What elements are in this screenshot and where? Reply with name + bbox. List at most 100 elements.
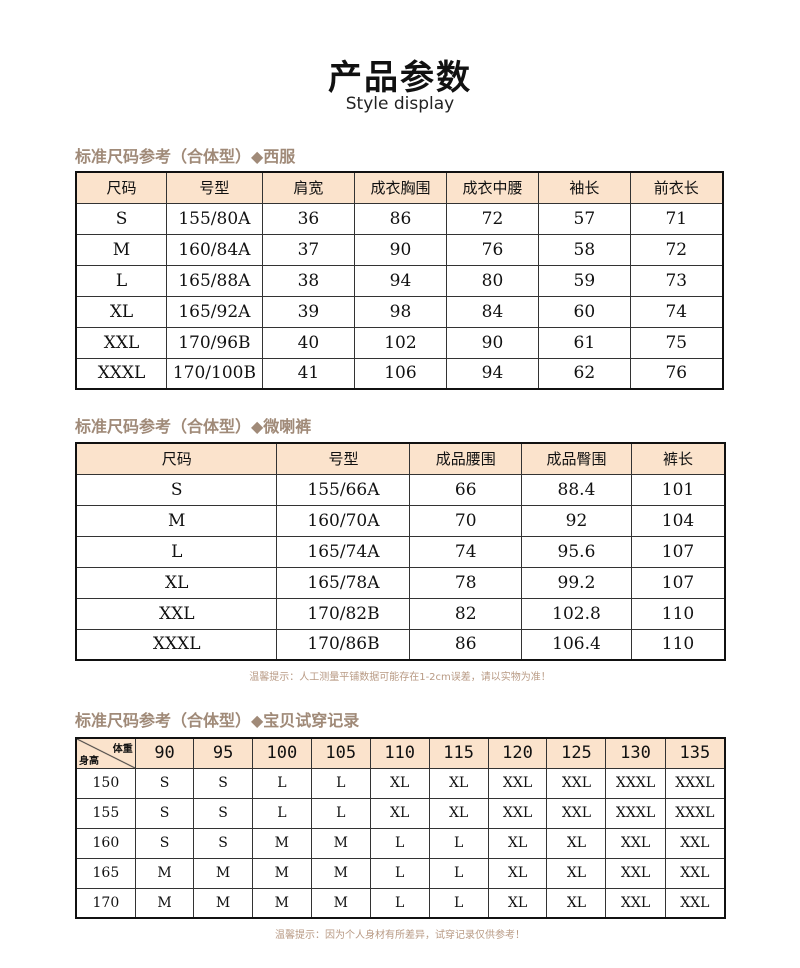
table-cell: M [134,857,195,889]
header-cell: 肩宽 [261,171,356,204]
table-cell: 86 [354,202,447,235]
table-cell: S [134,827,195,859]
table-cell: L [310,797,371,829]
weight-label: 体重 [112,744,133,755]
header-cell: 125 [546,737,607,769]
table-cell: M [75,233,168,266]
header-cell: 90 [134,737,195,769]
table-cell: S [134,767,195,799]
table-cell: XXL [605,887,666,919]
pants-heading: 标准尺码参考（合体型）◆微喇裤 [75,417,312,436]
table-cell: L [428,887,489,919]
header-cell: 号型 [276,442,411,475]
header-cell: 95 [193,737,253,769]
table-cell: XXL [75,326,168,359]
header-cell: 成衣胸围 [354,171,447,204]
table-cell: 66 [409,473,522,506]
table-cell: M [310,857,371,889]
table-cell: 84 [445,295,540,328]
page-subtitle: Style display [345,94,455,114]
table-cell: 41 [261,357,356,390]
table-cell: 155/80A [166,202,263,235]
table-cell: 40 [261,326,356,359]
table-cell: L [251,767,312,799]
table-cell: S [75,202,168,235]
table-cell: 76 [629,357,724,390]
table-cell: XXL [664,887,726,919]
table-cell: 36 [261,202,356,235]
page-title: 产品参数 [328,58,472,98]
header-cell: 尺码 [75,442,278,475]
table-row: L 165/88A 38 94 80 59 73 [75,264,724,297]
table-cell: 72 [445,202,540,235]
table-cell: 150 [75,767,136,799]
table-cell: 160 [75,827,136,859]
table-cell: 104 [630,504,726,537]
header-cell: 120 [487,737,548,769]
table-cell: L [251,797,312,829]
table-cell: 88.4 [520,473,632,506]
table-cell: 71 [629,202,724,235]
table-cell: S [193,827,253,859]
table-cell: 78 [409,566,522,599]
table-cell: XXL [487,797,548,829]
table-cell: 106 [354,357,447,390]
header-cell: 成品臀围 [520,442,632,475]
header-row: 体重 身高 90 95 100 105 110 115 120 125 130 135 [75,737,726,769]
header-cell: 尺码 [75,171,168,204]
table-cell: XL [487,827,548,859]
table-cell: XXXL [664,767,726,799]
table-row: M 160/70A 70 92 104 [75,504,726,537]
table-cell: 60 [538,295,631,328]
table-cell: 102 [354,326,447,359]
table-cell: S [134,797,195,829]
table-cell: 62 [538,357,631,390]
table-cell: L [369,887,430,919]
header-cell: 成品腰围 [409,442,522,475]
table-cell: 106.4 [520,628,632,661]
table-cell: M [75,504,278,537]
table-cell: 61 [538,326,631,359]
table-cell: 107 [630,535,726,568]
table-cell: L [75,264,168,297]
suit-heading: 标准尺码参考（合体型）◆西服 [75,147,296,166]
pants-size-table: 尺码 号型 成品腰围 成品臀围 裤长 S 155/66A 66 88.4 101 M 160/70A 7… [75,442,726,661]
table-cell: XXXL [605,767,666,799]
table-cell: 73 [629,264,724,297]
table-row: XL 165/92A 39 98 84 60 74 [75,295,724,328]
table-cell: 160/84A [166,233,263,266]
table-cell: 37 [261,233,356,266]
table-cell: L [75,535,278,568]
table-cell: 110 [630,597,726,630]
table-cell: 155 [75,797,136,829]
table-cell: XL [487,887,548,919]
table-cell: 170/100B [166,357,263,390]
table-cell: 170/82B [276,597,411,630]
table-cell: S [193,797,253,829]
table-cell: XL [369,797,430,829]
table-cell: 165/74A [276,535,411,568]
table-cell: XL [75,566,278,599]
table-cell: L [369,857,430,889]
table-cell: 165/88A [166,264,263,297]
table-cell: L [310,767,371,799]
header-cell: 105 [310,737,371,769]
table-row: XXXL 170/100B 41 106 94 62 76 [75,357,724,390]
table-cell: 99.2 [520,566,632,599]
table-cell: 101 [630,473,726,506]
table-cell: M [310,827,371,859]
table-cell: XXL [605,827,666,859]
table-row: 155 S S L L XL XL XXL XXL XXXL XXXL [75,797,726,829]
table-row: 150 S S L L XL XL XXL XXL XXXL XXXL [75,767,726,799]
table-row: XXXL 170/86B 86 106.4 110 [75,628,726,661]
table-cell: XL [546,857,607,889]
table-cell: 92 [520,504,632,537]
table-cell: 165 [75,857,136,889]
table-cell: 75 [629,326,724,359]
table-cell: 58 [538,233,631,266]
table-cell: XXL [664,857,726,889]
header-row: 尺码 号型 肩宽 成衣胸围 成衣中腰 袖长 前衣长 [75,171,724,204]
table-row: 165 M M M M L L XL XL XXL XXL [75,857,726,889]
table-cell: XL [369,767,430,799]
table-cell: M [310,887,371,919]
